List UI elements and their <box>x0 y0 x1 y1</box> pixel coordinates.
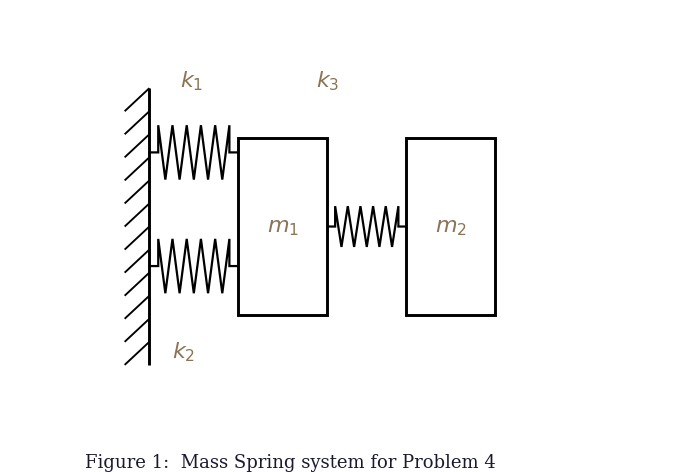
Text: Figure 1:  Mass Spring system for Problem 4: Figure 1: Mass Spring system for Problem… <box>85 454 496 472</box>
Text: $k_1$: $k_1$ <box>180 69 203 93</box>
Text: $k_2$: $k_2$ <box>172 340 196 364</box>
Text: $m_1$: $m_1$ <box>266 216 299 237</box>
Bar <box>406 137 496 315</box>
Text: $m_2$: $m_2$ <box>435 216 467 237</box>
Text: $k_3$: $k_3$ <box>316 69 339 93</box>
Bar <box>238 137 328 315</box>
